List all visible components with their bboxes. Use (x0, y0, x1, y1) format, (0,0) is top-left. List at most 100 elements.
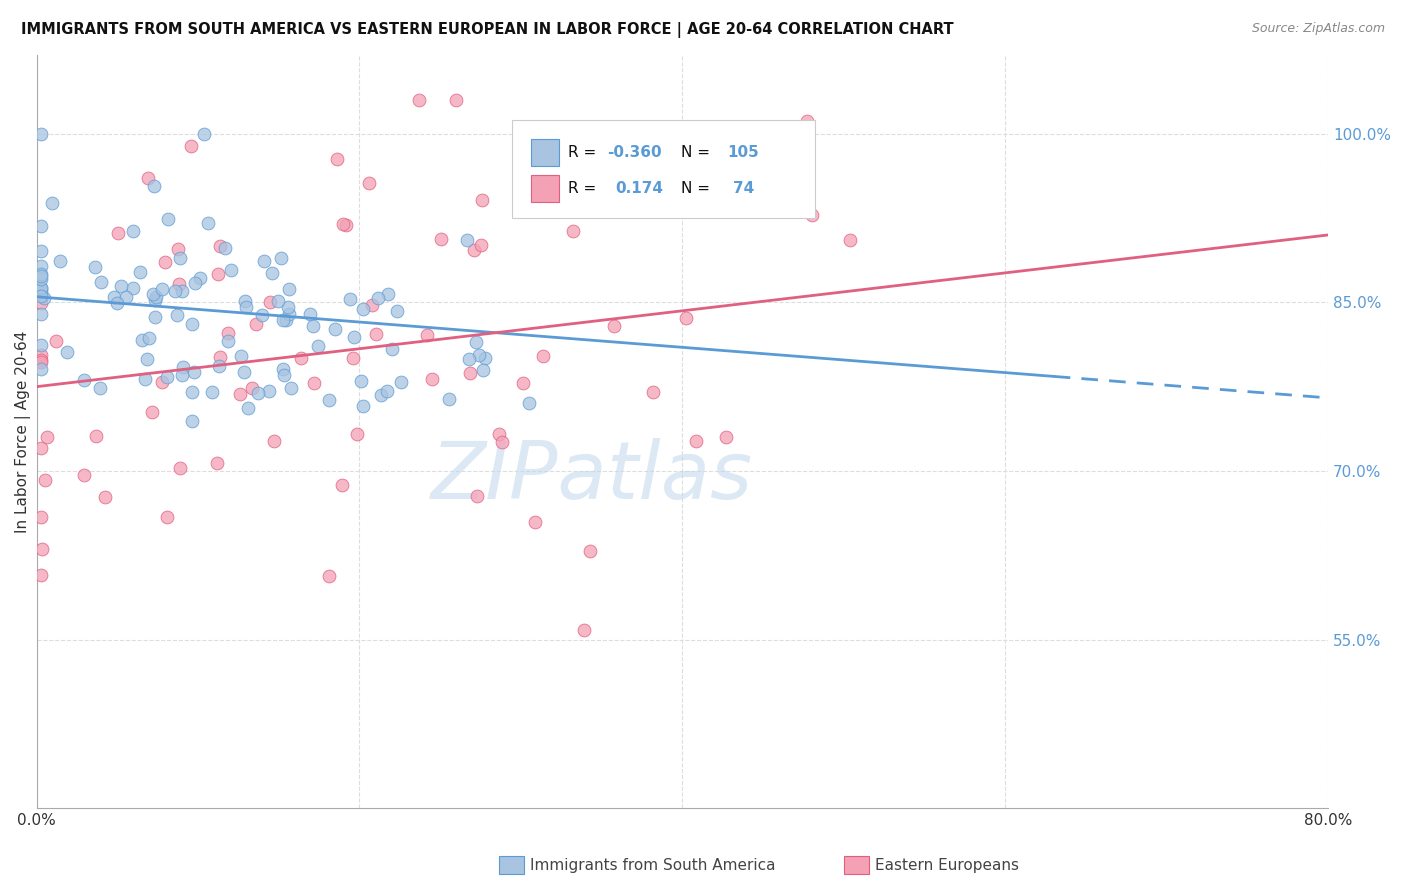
Point (181, 385, 204, 400)
Point (271, 362, 294, 376)
Point (34, 473, 56, 487)
Point (131, 333, 153, 347)
Point (145, 290, 167, 304)
Point (641, 385, 664, 400)
Point (517, 396, 540, 410)
Point (166, 242, 188, 256)
Point (238, 401, 260, 416)
Point (30, 306, 52, 320)
Point (30, 269, 52, 284)
Point (430, 232, 453, 246)
Point (201, 384, 224, 399)
Point (72, 467, 94, 482)
Point (150, 282, 173, 296)
Point (103, 290, 125, 304)
Point (408, 93, 430, 107)
Point (30, 296, 52, 310)
Point (474, 351, 496, 366)
Point (231, 349, 253, 363)
Point (335, 218, 357, 232)
Point (94, 490, 117, 504)
Point (208, 350, 231, 364)
Point (30, 289, 52, 303)
Point (207, 456, 229, 470)
Text: N =: N = (681, 145, 710, 161)
Point (361, 298, 384, 312)
Point (367, 292, 389, 306)
Point (299, 307, 322, 321)
Text: 74: 74 (733, 181, 754, 196)
Text: R =: R = (568, 181, 596, 196)
Point (181, 317, 204, 331)
Point (169, 461, 191, 475)
Point (128, 265, 150, 279)
Point (209, 238, 232, 252)
Point (342, 351, 364, 366)
Point (136, 171, 159, 186)
Point (217, 326, 239, 340)
Point (572, 623, 595, 637)
Point (245, 317, 267, 331)
Point (90, 275, 112, 289)
Point (350, 374, 373, 388)
Point (107, 226, 129, 240)
Point (364, 327, 387, 342)
Point (456, 233, 478, 247)
Point (214, 241, 236, 255)
Point (122, 224, 145, 238)
Point (307, 339, 329, 353)
Point (48, 253, 70, 268)
Point (138, 331, 160, 345)
Point (277, 300, 299, 314)
Point (208, 359, 231, 373)
Point (339, 292, 361, 306)
Point (352, 301, 374, 316)
Point (105, 295, 128, 310)
Text: 0.174: 0.174 (616, 181, 664, 196)
Point (470, 238, 492, 252)
Text: Source: ZipAtlas.com: Source: ZipAtlas.com (1251, 22, 1385, 36)
Point (30, 568, 52, 582)
Point (675, 311, 697, 326)
Point (169, 277, 191, 292)
Point (467, 348, 489, 362)
Point (89, 381, 111, 395)
Point (145, 293, 167, 307)
Point (115, 290, 138, 304)
Point (270, 251, 292, 265)
Point (550, 201, 572, 215)
Point (246, 386, 269, 401)
Point (385, 304, 408, 318)
Point (37, 430, 59, 444)
Text: N =: N = (681, 181, 710, 196)
Point (188, 271, 211, 285)
Point (30, 281, 52, 295)
Text: 105: 105 (727, 145, 759, 161)
Point (488, 427, 510, 442)
Point (352, 399, 374, 413)
Point (183, 365, 205, 379)
Point (460, 366, 482, 380)
Point (207, 268, 229, 282)
Point (156, 369, 179, 384)
Point (150, 375, 173, 389)
Point (45, 334, 67, 349)
Point (274, 312, 297, 326)
Point (263, 434, 285, 449)
Point (377, 287, 399, 301)
Point (34, 291, 56, 305)
Point (562, 224, 585, 238)
Point (273, 313, 295, 327)
Text: -0.360: -0.360 (607, 145, 662, 161)
Point (318, 569, 340, 583)
Point (259, 384, 281, 398)
Point (180, 139, 202, 153)
Point (800, 208, 823, 222)
Point (30, 127, 52, 141)
Point (30, 244, 52, 258)
Point (685, 434, 707, 449)
Point (30, 267, 52, 281)
Point (523, 515, 546, 529)
Point (463, 243, 485, 257)
Point (30, 338, 52, 352)
